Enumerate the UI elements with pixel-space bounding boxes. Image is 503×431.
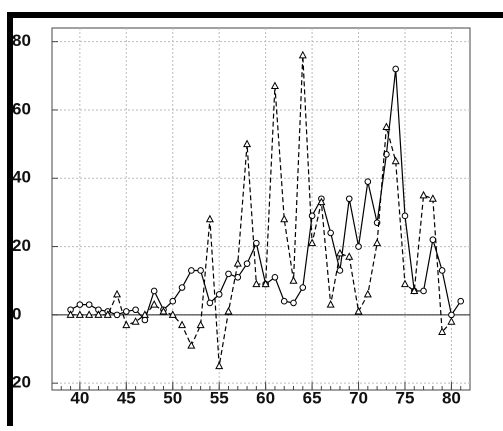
point: [290, 299, 297, 307]
y-tick-label: 60: [12, 99, 31, 118]
point: [196, 320, 205, 329]
point: [280, 297, 288, 305]
point: [400, 279, 410, 288]
point: [85, 301, 93, 308]
point: [85, 310, 94, 318]
point: [457, 297, 465, 305]
point: [270, 81, 279, 90]
point: [168, 310, 177, 318]
point: [215, 291, 223, 298]
point: [336, 267, 344, 274]
point: [447, 317, 456, 325]
point: [298, 50, 307, 59]
point: [150, 300, 159, 308]
point: [308, 238, 317, 247]
point: [243, 139, 252, 148]
x-tick-label: 75: [396, 388, 415, 407]
point: [75, 310, 84, 318]
x-tick-label: 40: [70, 388, 89, 407]
point: [112, 289, 122, 298]
x-tick-label: 50: [163, 388, 182, 407]
x-tick-label: 55: [210, 388, 229, 407]
point: [225, 270, 232, 278]
point: [187, 341, 196, 349]
point: [326, 300, 335, 308]
frame: [7, 12, 503, 431]
point: [363, 289, 372, 298]
point: [383, 151, 390, 158]
point: [76, 301, 84, 308]
point: [205, 214, 214, 223]
point: [178, 284, 186, 291]
point: [113, 311, 121, 319]
point: [382, 122, 391, 131]
x-tick-label: 80: [442, 388, 461, 407]
x-tick-label: 60: [256, 388, 275, 407]
point: [299, 284, 307, 291]
plot-area: [51, 27, 471, 391]
y-tick-label: 80: [12, 31, 31, 50]
point: [345, 195, 353, 203]
point: [327, 229, 334, 237]
point: [132, 306, 139, 314]
point: [66, 310, 75, 318]
point: [131, 317, 140, 325]
point: [261, 279, 270, 288]
point: [234, 274, 242, 281]
point: [335, 248, 344, 257]
point: [140, 310, 149, 318]
point: [391, 156, 400, 165]
point: [178, 320, 187, 329]
point: [280, 214, 289, 223]
y-tick-label: 40: [12, 168, 31, 187]
point: [345, 252, 354, 260]
point: [243, 260, 251, 267]
point: [438, 267, 446, 274]
point: [308, 212, 316, 220]
x-tick-label: 65: [303, 388, 322, 407]
point: [428, 194, 437, 202]
point: [438, 327, 447, 335]
point: [159, 306, 168, 315]
y-tick-label: 20: [12, 236, 31, 255]
point: [206, 299, 214, 307]
point: [197, 267, 204, 274]
point: [253, 239, 260, 247]
y-tick-label: 0: [12, 304, 21, 323]
point: [420, 287, 427, 295]
point: [410, 286, 419, 294]
point: [123, 308, 130, 315]
point: [354, 306, 363, 315]
point: [448, 311, 455, 319]
point: [94, 310, 103, 318]
point: [429, 236, 437, 244]
point: [103, 310, 112, 318]
point: [141, 316, 149, 324]
point: [233, 259, 242, 267]
point: [289, 276, 298, 284]
point: [122, 320, 131, 329]
y-tick-label: 20: [12, 373, 31, 392]
point: [150, 287, 158, 295]
point: [215, 361, 224, 370]
x-tick-label: 45: [117, 388, 136, 407]
point: [271, 274, 279, 281]
point: [392, 65, 399, 73]
point: [373, 238, 382, 247]
point: [364, 178, 372, 185]
point: [252, 279, 261, 288]
point: [169, 297, 177, 305]
point: [419, 190, 428, 199]
x-tick-label: 70: [349, 388, 368, 407]
point: [224, 306, 233, 315]
point: [317, 197, 326, 206]
point: [401, 212, 409, 220]
point: [355, 243, 362, 250]
point: [188, 267, 195, 274]
